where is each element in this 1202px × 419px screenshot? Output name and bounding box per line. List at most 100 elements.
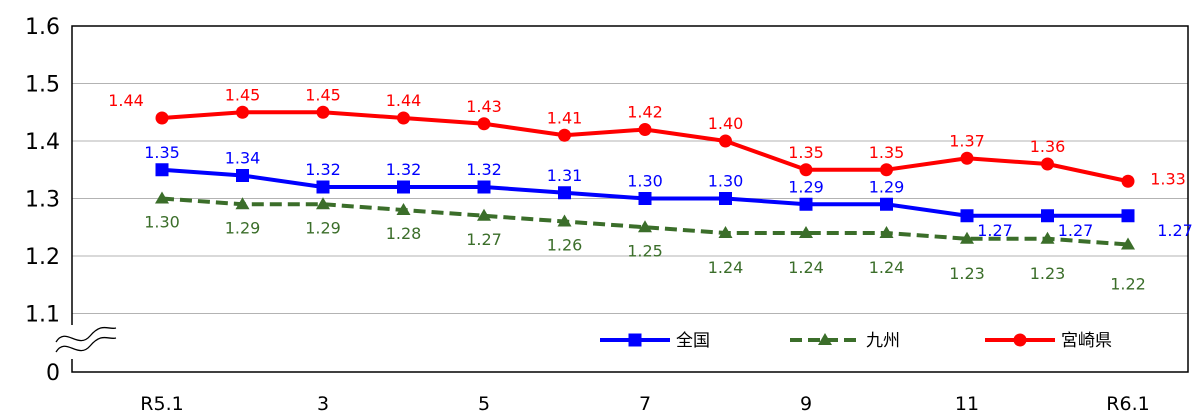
data-label: 1.29 — [788, 177, 824, 196]
point-marker — [155, 111, 169, 125]
data-label: 1.32 — [386, 160, 422, 179]
data-label: 1.32 — [305, 160, 341, 179]
data-label: 1.35 — [788, 143, 824, 162]
x-axis: R5.1 3 5 7 9 11 R6.1 — [140, 393, 1149, 415]
data-label: 1.29 — [869, 177, 905, 196]
point-marker — [1121, 174, 1135, 188]
point-marker — [638, 123, 652, 136]
x-tick-label: 3 — [317, 393, 329, 415]
data-label: 1.45 — [225, 85, 261, 104]
y-tick-label: 1.3 — [25, 188, 60, 213]
plot-area-border — [71, 25, 1189, 373]
axis-break-icon — [52, 325, 120, 359]
data-label: 1.27 — [466, 230, 502, 249]
data-label: 1.30 — [627, 172, 663, 191]
point-marker — [396, 203, 411, 215]
data-label: 1.33 — [1150, 169, 1186, 188]
data-label: 1.31 — [547, 166, 583, 185]
point-marker — [638, 220, 652, 233]
point-marker — [558, 186, 571, 200]
point-marker — [718, 226, 733, 238]
point-marker — [477, 117, 491, 131]
data-label: 1.30 — [144, 213, 180, 232]
point-marker — [1040, 231, 1055, 244]
y-tick-label: 0 — [46, 361, 60, 386]
point-marker — [880, 197, 893, 211]
point-marker — [799, 226, 813, 238]
legend-label: 全国 — [676, 331, 710, 351]
data-label: 1.41 — [547, 108, 583, 127]
data-label: 1.34 — [225, 149, 261, 168]
data-label: 1.29 — [225, 218, 261, 237]
legend-label: 九州 — [866, 331, 900, 351]
point-marker — [316, 105, 330, 119]
data-label: 1.24 — [708, 258, 744, 277]
x-tick-label: R6.1 — [1106, 393, 1149, 415]
point-marker — [1121, 209, 1135, 223]
data-labels: 1.35 1.34 1.32 1.32 1.32 1.31 1.30 1.30 1.29 1.29… — [108, 85, 1193, 293]
point-marker — [316, 197, 330, 210]
data-label: 1.45 — [305, 85, 341, 104]
point-marker — [558, 128, 571, 142]
point-marker — [477, 180, 491, 194]
point-marker — [799, 163, 813, 177]
point-marker — [719, 134, 732, 148]
data-label: 1.42 — [627, 103, 663, 122]
point-marker — [719, 192, 732, 205]
point-marker — [397, 180, 410, 194]
point-marker — [316, 180, 330, 194]
data-label: 1.30 — [708, 172, 744, 191]
legend-label: 宮崎県 — [1061, 331, 1112, 351]
point-marker — [638, 192, 652, 205]
data-label: 1.36 — [1030, 137, 1066, 156]
point-marker — [397, 111, 410, 125]
point-marker — [557, 214, 572, 227]
point-marker — [880, 163, 893, 177]
data-label: 1.27 — [977, 221, 1013, 240]
point-marker — [799, 197, 813, 211]
data-label: 1.26 — [547, 236, 583, 255]
data-label: 1.43 — [466, 97, 502, 116]
point-marker — [1041, 209, 1054, 223]
data-label: 1.44 — [386, 91, 422, 110]
legend: 全国 九州 宮崎県 — [600, 331, 1112, 351]
data-label: 1.32 — [466, 160, 502, 179]
x-tick-label: 7 — [639, 393, 651, 415]
y-axis: 1.6 1.5 1.4 1.3 1.2 1.1 0 — [25, 15, 60, 386]
data-label: 1.40 — [708, 114, 744, 133]
y-tick-label: 1.5 — [25, 73, 60, 98]
x-tick-label: R5.1 — [140, 393, 183, 415]
data-label: 1.44 — [108, 91, 144, 110]
data-label: 1.29 — [305, 218, 341, 237]
legend-marker — [1013, 333, 1027, 347]
point-marker — [960, 231, 974, 244]
legend-marker — [628, 333, 642, 347]
x-tick-label: 5 — [478, 393, 490, 415]
data-label: 1.27 — [1058, 221, 1094, 240]
data-label: 1.37 — [949, 131, 985, 150]
data-label: 1.28 — [386, 224, 422, 243]
data-label: 1.24 — [869, 258, 905, 277]
x-tick-label: 9 — [800, 393, 812, 415]
data-label: 1.23 — [1030, 264, 1066, 283]
y-tick-label: 1.1 — [25, 303, 60, 328]
data-label: 1.24 — [788, 258, 824, 277]
point-marker — [155, 163, 169, 177]
point-marker — [236, 169, 249, 182]
data-label: 1.25 — [627, 241, 663, 260]
point-marker — [1121, 237, 1135, 250]
x-tick-label: 11 — [955, 393, 979, 415]
legend-marker — [818, 333, 832, 345]
point-marker — [236, 105, 249, 119]
data-label: 1.35 — [144, 143, 180, 162]
point-marker — [235, 197, 250, 210]
point-marker — [960, 151, 974, 165]
data-label: 1.27 — [1157, 221, 1193, 240]
point-marker — [155, 191, 169, 204]
y-tick-label: 1.4 — [25, 130, 60, 155]
point-marker — [879, 226, 894, 238]
data-label: 1.22 — [1110, 275, 1146, 294]
series-layer — [155, 105, 1135, 250]
point-marker — [1041, 157, 1054, 171]
